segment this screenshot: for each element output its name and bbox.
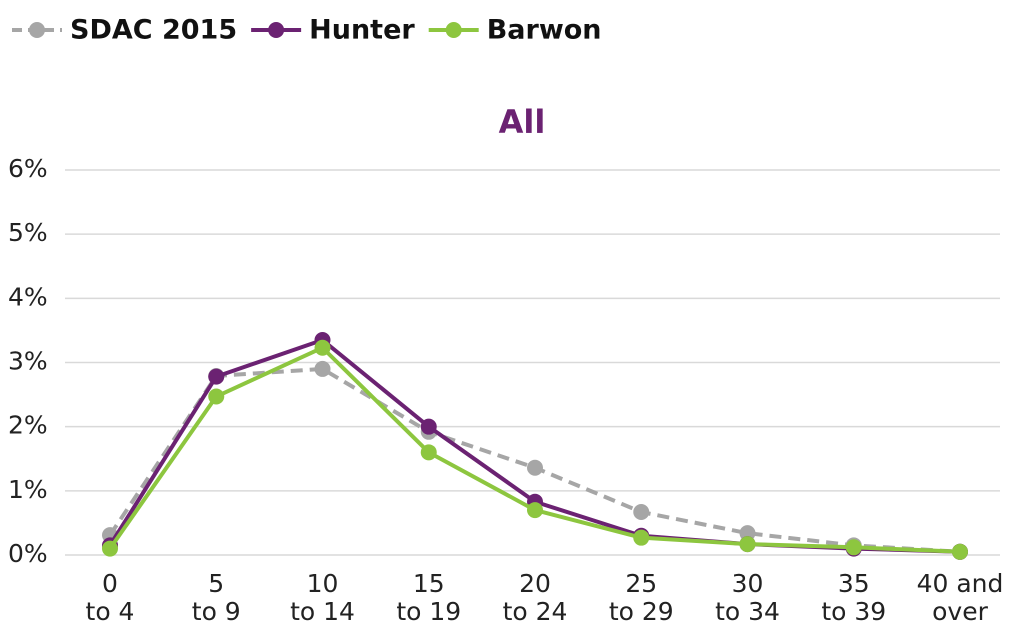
x-tick-label: 15 to 19 — [396, 569, 462, 626]
point — [420, 418, 437, 435]
legend-label: SDAC 2015 — [70, 15, 237, 46]
series-line — [108, 345, 961, 554]
series-line — [108, 338, 961, 554]
point — [208, 388, 225, 405]
point — [527, 459, 543, 476]
point — [208, 368, 225, 385]
y-tick-label: 2% — [8, 411, 48, 440]
point — [739, 536, 756, 553]
y-tick-label: 1% — [8, 475, 48, 504]
x-tick-label: 25 to 29 — [608, 569, 674, 626]
point — [633, 504, 650, 521]
legend-marker — [445, 22, 462, 38]
point — [314, 339, 331, 356]
y-tick-label: 6% — [8, 154, 48, 183]
x-tick-label: 5 to 9 — [191, 569, 241, 626]
point — [314, 360, 331, 377]
x-tick-label: 20 to 24 — [502, 569, 568, 626]
y-tick-label: 3% — [8, 347, 48, 376]
legend-label: Barwon — [487, 15, 602, 46]
y-tick-label: 0% — [8, 539, 48, 568]
point — [845, 539, 862, 556]
x-tick-label: 35 to 39 — [821, 569, 887, 626]
legend-label: Hunter — [309, 15, 415, 46]
legend-marker — [268, 22, 285, 38]
chart-title: All — [499, 103, 546, 141]
x-tick-label: 40 and over — [916, 569, 1004, 626]
point — [633, 529, 650, 546]
y-tick-label: 5% — [8, 218, 48, 247]
x-tick-label: 30 to 34 — [715, 569, 780, 626]
point — [527, 502, 543, 519]
legend-marker — [29, 22, 45, 38]
x-tick-label: 0 to 4 — [85, 569, 135, 626]
x-tick-label: 10 to 14 — [290, 569, 355, 626]
point — [952, 543, 968, 560]
point — [102, 540, 118, 557]
point — [420, 444, 437, 461]
y-tick-label: 4% — [8, 282, 48, 311]
